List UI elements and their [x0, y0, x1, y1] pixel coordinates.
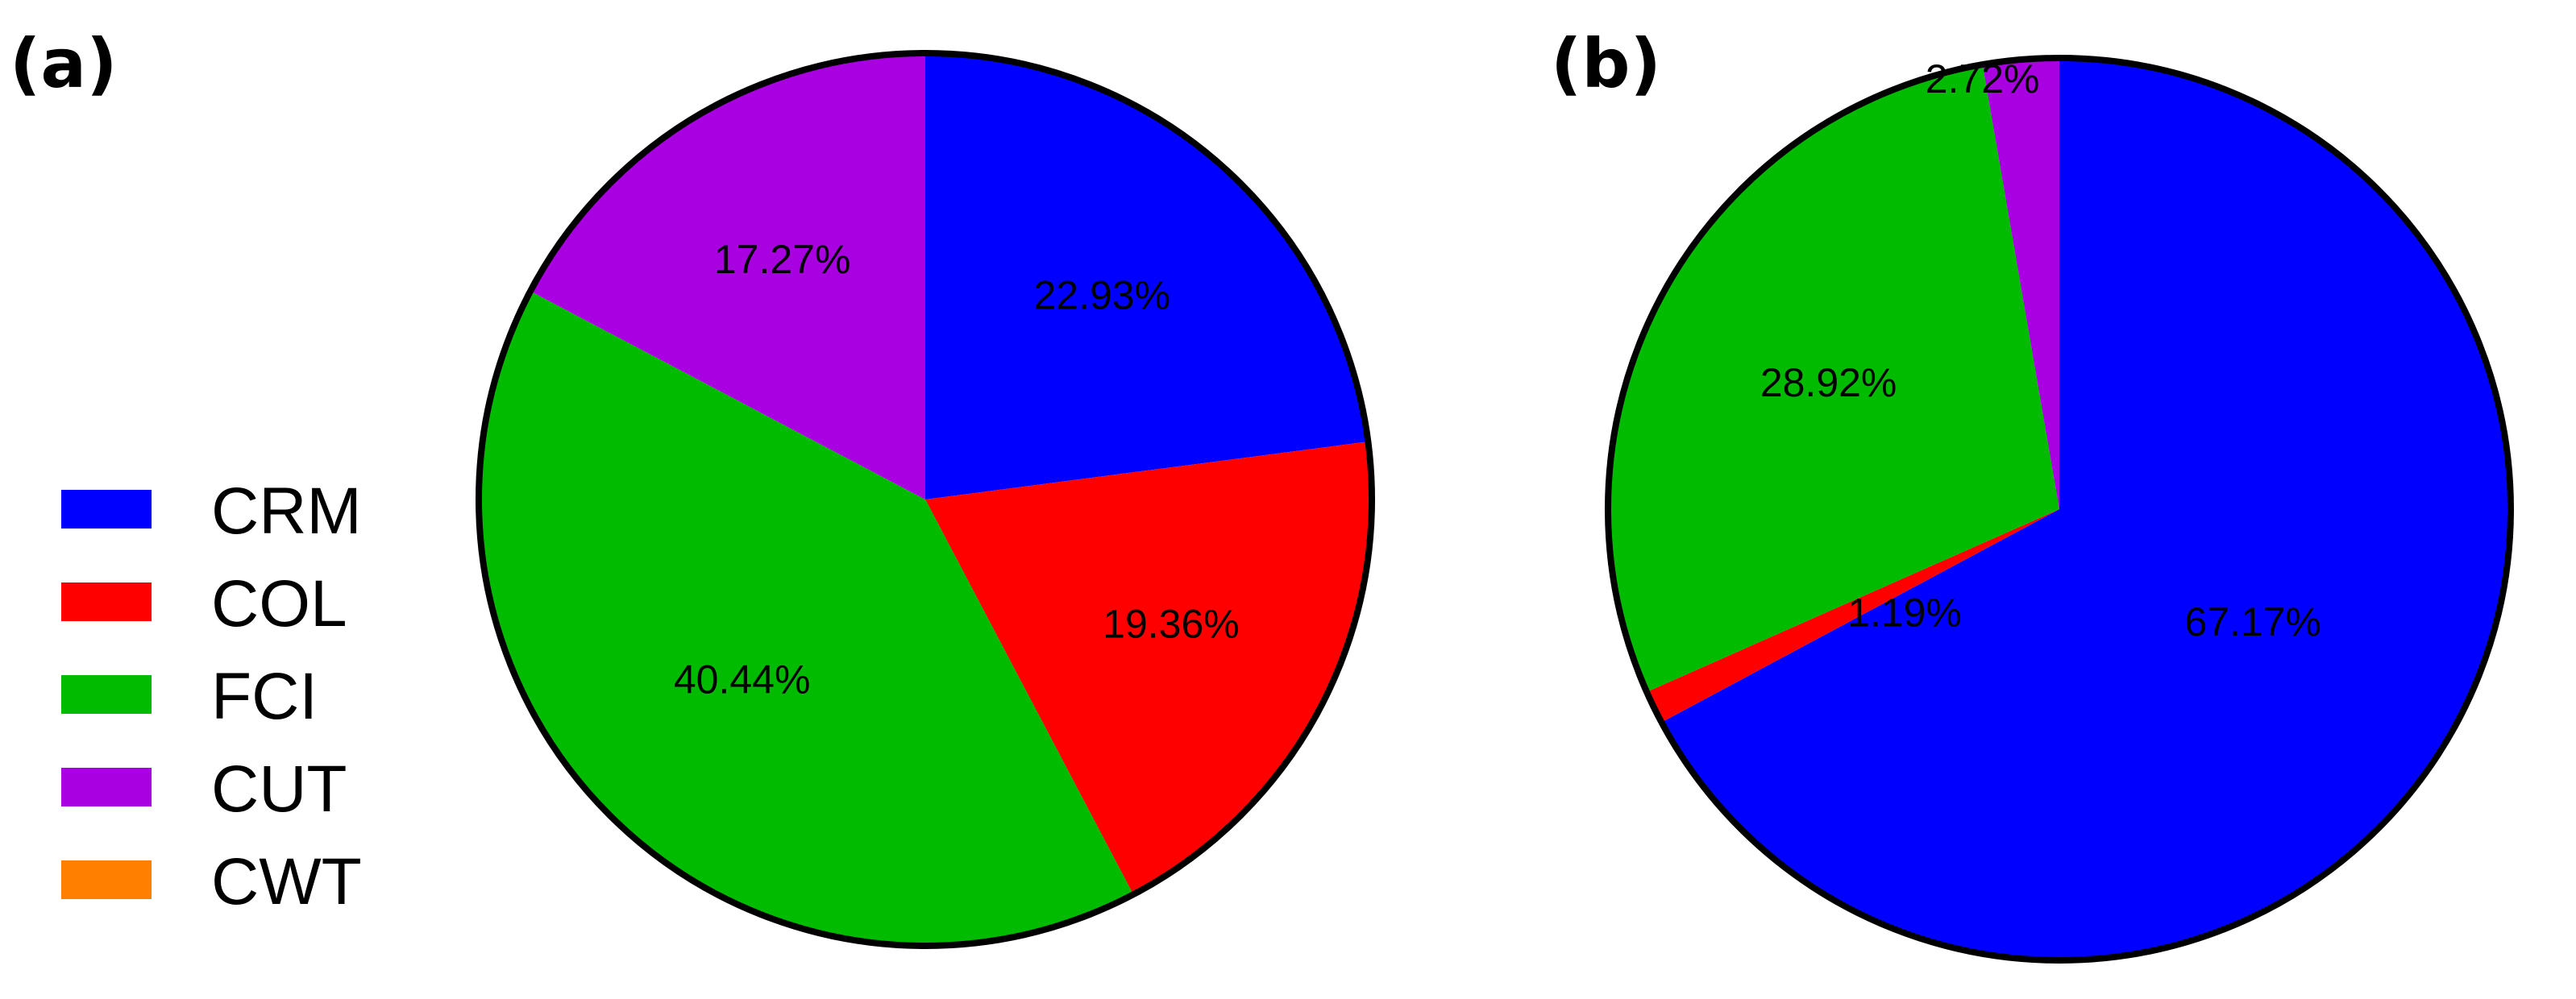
legend-label-col: COL — [211, 567, 347, 640]
slice-label-cut: 17.27% — [714, 237, 851, 282]
slice-label-crm: 22.93% — [1033, 272, 1170, 317]
slice-label-col: 1.19% — [1847, 591, 1962, 636]
legend-swatch-fci — [61, 675, 152, 714]
pie-chart-a: 22.93% 19.36% 40.44% 17.27% — [476, 50, 1375, 949]
pie-outline — [476, 50, 1375, 949]
legend-item-cut: CUT — [61, 752, 347, 826]
legend-item-col: COL — [61, 567, 347, 640]
pie-slice-crm — [1661, 58, 2511, 960]
slice-label-col: 19.36% — [1103, 601, 1240, 646]
pie-outline — [1605, 55, 2514, 964]
slice-label-fci: 28.92% — [1760, 360, 1897, 405]
chart-legend: CRM COL FCI CUT CWT — [61, 475, 362, 918]
slice-label-crm: 67.17% — [2184, 599, 2321, 645]
pie-slice-col — [1647, 509, 2059, 723]
pie-chart-b: 67.17% 1.19% 28.92% 2.72% — [1605, 55, 2514, 964]
panel-label-b: (b) — [1551, 24, 1661, 103]
legend-label-crm: CRM — [211, 475, 362, 548]
pie-slice-crm — [925, 53, 1369, 500]
pie-slice-fci — [479, 291, 1134, 947]
panel-label-a: (a) — [10, 24, 117, 103]
slice-label-fci: 40.44% — [674, 657, 811, 702]
legend-item-crm: CRM — [61, 475, 362, 548]
legend-label-cut: CUT — [211, 752, 347, 826]
pie-slice-cut — [1982, 58, 2059, 509]
legend-label-fci: FCI — [211, 660, 318, 733]
pie-slice-col — [925, 441, 1372, 895]
pie-slice-cut — [530, 53, 925, 500]
legend-swatch-cwt — [61, 860, 152, 899]
legend-item-fci: FCI — [61, 660, 318, 733]
legend-swatch-col — [61, 582, 152, 621]
legend-label-cwt: CWT — [211, 845, 362, 918]
legend-swatch-crm — [61, 490, 152, 529]
legend-item-cwt: CWT — [61, 845, 362, 918]
slice-label-cut: 2.72% — [1926, 56, 2040, 102]
pie-slice-fci — [1608, 64, 2059, 692]
legend-swatch-cut — [61, 768, 152, 806]
